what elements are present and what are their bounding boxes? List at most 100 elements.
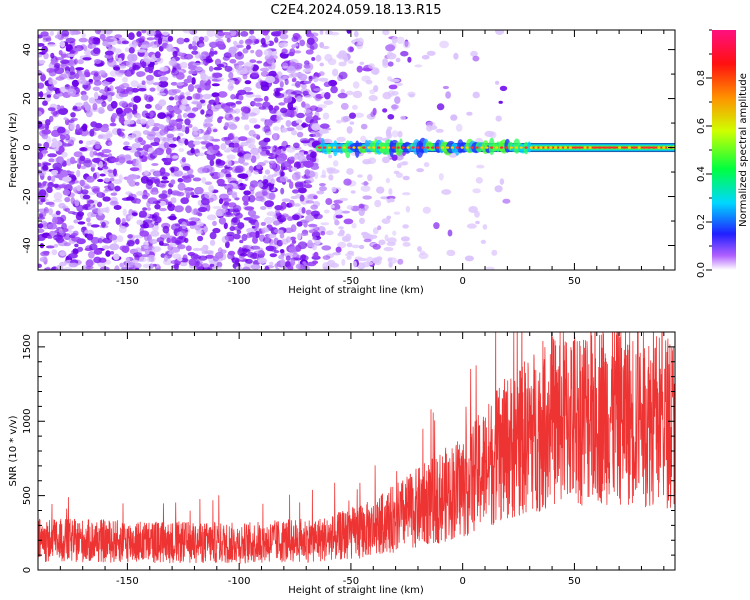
spectrogram-cell: [328, 174, 334, 181]
spectrogram-cell: [304, 169, 311, 176]
spectrogram-cell: [310, 204, 319, 210]
spectrogram-cell: [347, 46, 355, 53]
spectrogram-cell: [93, 256, 102, 264]
spectrogram-cell: [56, 126, 66, 134]
spectrogram-cell: [138, 37, 145, 41]
spectrogram-cell: [260, 37, 266, 45]
spectrogram-cell: [242, 162, 249, 166]
spectrogram-cell: [323, 209, 330, 214]
spectrogram-cell: [110, 100, 118, 109]
spectrogram-cell: [351, 223, 357, 229]
spectrogram-cell: [85, 140, 92, 146]
spectrogram-cell: [58, 146, 65, 154]
tone-core: [539, 146, 543, 149]
spectrogram-cell: [291, 44, 296, 49]
spectrogram-cell: [46, 67, 55, 73]
spectrogram-cell: [335, 246, 342, 253]
spectrogram-cell: [151, 163, 159, 166]
colorbar: 0.0 0.2 0.4 0.6 0.8 Normalized spectral ampl…: [696, 29, 749, 278]
spectrogram-cell: [134, 151, 142, 158]
spectrogram-cell: [145, 223, 155, 228]
spectrogram-cell: [472, 55, 480, 62]
spectrogram-cell: [181, 175, 190, 179]
spectrogram-cell: [195, 230, 203, 235]
spectrogram-cell: [175, 100, 182, 106]
spectrogram-cell: [319, 30, 324, 35]
spectrogram-cell: [42, 34, 51, 41]
spectrogram-cell: [105, 259, 111, 265]
spectrogram-cell: [247, 210, 257, 217]
spectrogram-cell: [67, 225, 75, 230]
spectrogram-cell: [396, 163, 402, 169]
colorbar-label: Normalized spectral amplitude: [738, 73, 749, 227]
spectrogram-cell: [170, 179, 176, 185]
tone-core: [578, 146, 582, 149]
spectrogram-cell: [338, 71, 348, 80]
spectrogram-cell: [86, 233, 94, 241]
spectrogram-cell: [332, 68, 339, 77]
tone-core: [327, 146, 332, 149]
snr-x-axis: -150 -100 -50 0 50: [37, 332, 665, 587]
spectrogram-cell: [166, 113, 173, 117]
spectrogram-cell: [94, 30, 102, 35]
spectrogram-cell: [282, 65, 290, 69]
spectrogram-cell: [161, 176, 168, 180]
spectrogram-cell: [335, 214, 343, 219]
spectrogram-cell: [184, 237, 189, 244]
figure-title: C2E4.2024.059.18.13.R15: [270, 3, 441, 18]
spectrogram-cell: [102, 196, 111, 202]
spectrogram-cell: [60, 214, 67, 222]
tone-core: [647, 146, 651, 149]
tone-core: [627, 146, 632, 149]
spectrogram-cell: [99, 33, 106, 40]
spectrogram-cell: [128, 102, 135, 108]
spectrogram-cell: [414, 64, 423, 68]
spectrogram-cell: [291, 172, 301, 181]
tone-core: [381, 146, 386, 149]
spectrogram-cell: [77, 221, 86, 225]
spectrogram-cell: [330, 85, 338, 94]
spectrogram-cell: [268, 246, 277, 252]
spectrogram-cell: [215, 210, 223, 217]
spectrogram-cell: [82, 194, 91, 200]
spectrogram-cell: [89, 150, 95, 158]
spectrogram-cell: [192, 45, 198, 51]
spectrogram-cell: [407, 56, 412, 63]
spectrogram-cell: [184, 118, 191, 126]
spectrogram-cell: [308, 223, 318, 228]
spectrogram-cell: [423, 162, 430, 168]
spectrogram-cell: [217, 266, 222, 270]
spectrogram-cell: [78, 156, 85, 165]
spectrogram-cell: [311, 123, 321, 131]
spectrogram-cell: [135, 267, 140, 270]
spectrogram-cell: [394, 96, 401, 104]
spectrogram-cell: [370, 67, 380, 75]
spectrogram-cell: [310, 83, 316, 90]
spectrogram-cell: [152, 170, 163, 177]
spectrogram-cell: [205, 129, 210, 136]
spectrogram-cell: [239, 182, 244, 187]
spectrogram-cell: [38, 263, 42, 268]
spectrogram-cell: [73, 219, 79, 224]
spectrogram-y-tick-label: 40: [22, 43, 33, 56]
spectrogram-cell: [388, 84, 398, 90]
spectrogram-cell: [114, 34, 123, 39]
spectrogram-cell: [272, 126, 280, 131]
spectrogram-cell: [367, 174, 373, 182]
spectrogram-cell: [145, 94, 154, 103]
spectrogram-cell: [349, 112, 356, 119]
tone-core: [362, 146, 366, 149]
spectrogram-cell: [237, 146, 244, 153]
spectrogram-cell: [310, 151, 317, 159]
spectrogram-cell: [363, 238, 372, 243]
spectrogram-cell: [207, 103, 212, 111]
spectrogram-cell: [55, 264, 64, 270]
spectrogram-cell: [84, 69, 90, 77]
tone-core: [593, 146, 597, 149]
spectrogram-cell: [166, 43, 174, 52]
spectrogram-cell: [230, 94, 236, 100]
tone-core: [441, 146, 445, 149]
spectrogram-cell: [101, 149, 112, 154]
spectrogram-cell: [115, 107, 123, 115]
spectrogram-cell: [304, 184, 313, 189]
